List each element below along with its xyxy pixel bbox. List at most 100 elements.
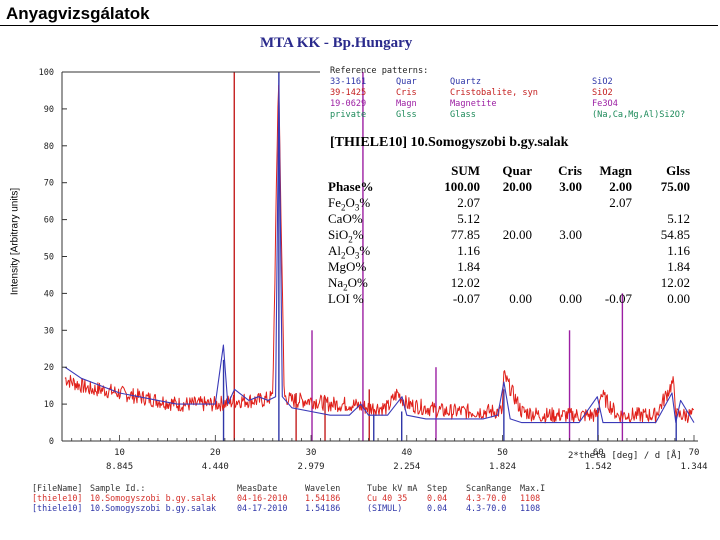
reference-abbr: Quar	[396, 77, 417, 87]
x-tick-d-label: 2.979	[298, 462, 325, 472]
phase-label: Phase%	[328, 179, 374, 194]
oxide-row: Al2O3% 1.16 1.16	[328, 243, 690, 261]
oxide-value	[532, 243, 582, 259]
axes	[61, 71, 698, 442]
oxide-label-part: Al	[328, 243, 341, 258]
y-tick-label: 0	[49, 437, 54, 447]
oxide-value: 1.84	[457, 259, 480, 274]
x-tick-label: 40	[401, 448, 412, 458]
reference-abbr: Glss	[396, 110, 417, 120]
reference-row: private Glss Glass (Na,Ca,Mg,Al)Si2O?	[330, 110, 720, 121]
oxide-value	[532, 195, 582, 211]
oxide-label-part: O	[345, 243, 355, 258]
oxide-label-part: 3	[354, 250, 360, 261]
y-tick-label: 100	[39, 68, 54, 78]
oxide-value: 54.85	[660, 227, 690, 242]
reference-row: 33-1161 Quar Quartz SiO2	[330, 77, 720, 88]
oxide-value: 0.00	[667, 291, 690, 306]
x-tick-label: 70	[689, 448, 700, 458]
scan-info-cell: 1.54186	[305, 493, 341, 503]
x-tick-d-label: 1.344	[680, 462, 707, 472]
oxide-label-part: LOI %	[328, 291, 364, 306]
oxide-label: Na2O%	[328, 275, 398, 292]
series-group	[64, 82, 695, 424]
series-line	[64, 82, 695, 424]
reference-heading: Reference patterns:	[330, 66, 429, 76]
x-tick-label: 50	[497, 448, 508, 458]
scan-info-cell: 1108	[520, 493, 541, 503]
reference-code: 39-1425	[330, 88, 367, 98]
reference-formula: Fe3O4	[592, 99, 618, 109]
phase-glss: 75.00	[660, 179, 690, 194]
oxide-label: SiO2%	[328, 227, 398, 244]
x-axis-label: 2*theta [deg] / d [Å]	[568, 449, 682, 461]
reference-patterns: Reference patterns: 33-1161 Quar Quartz SiO…	[330, 66, 720, 121]
oxide-row: Na2O% 12.02 12.02	[328, 275, 690, 292]
col-header: Cris	[558, 162, 582, 178]
phase-quar: 20.00	[502, 179, 532, 194]
oxide-value	[480, 275, 532, 291]
sample-title: [THIELE10] 10.Somogyszobi b.gy.salak	[330, 135, 569, 150]
scan-info-col-header: Tube kV mA	[367, 483, 418, 493]
oxide-value	[582, 275, 632, 291]
tick-labels: 0 10 20 30 40 50 60 70 80 90 100 10 8.845 20 4.440 30 2.…	[39, 68, 708, 472]
scan-info-col-header: Step	[427, 483, 448, 493]
oxide-label-part: O	[345, 195, 355, 210]
y-tick-label: 60	[44, 216, 54, 226]
phase-sum: 100.00	[444, 179, 480, 194]
oxide-value	[480, 243, 532, 259]
title-divider	[0, 25, 718, 26]
slide-title: Anyagvizsgálatok	[6, 4, 150, 23]
oxide-value	[532, 259, 582, 275]
reference-row: 39-1425 Cris Cristobalite, syn SiO2	[330, 88, 720, 99]
reference-code: private	[330, 110, 367, 120]
scan-info-cell: 1108	[520, 503, 541, 513]
reference-code: 19-0629	[330, 99, 367, 109]
y-tick-label: 30	[44, 326, 54, 336]
oxide-value: 1.16	[667, 243, 690, 258]
oxide-label: Al2O3%	[328, 243, 398, 261]
scan-info-cell: 0.04	[427, 503, 448, 513]
reference-code: 33-1161	[330, 77, 367, 87]
oxide-label-part: O%	[347, 275, 368, 290]
phase-table: SUM Quar Cris Magn Glss Phase% 100.00 20…	[328, 162, 690, 307]
oxide-value: 5.12	[457, 211, 480, 226]
oxide-row: CaO% 5.12 5.12	[328, 211, 690, 227]
oxide-label-part: Fe	[328, 195, 341, 210]
x-tick-d-label: 2.254	[393, 462, 420, 472]
scan-info-cell: 0.04	[427, 493, 448, 503]
phase-row: Phase% 100.00 20.00 3.00 2.00 75.00	[328, 179, 690, 195]
y-tick-label: 10	[44, 400, 54, 410]
reference-abbr: Magn	[396, 99, 417, 109]
oxide-label-part: Na	[328, 275, 344, 290]
y-tick-label: 20	[44, 363, 54, 373]
scan-info-col-header: Sample Id.:	[90, 483, 146, 493]
oxide-value: 20.00	[502, 227, 532, 242]
scan-info-col-header: [FileName]	[32, 483, 83, 493]
x-tick-d-label: 1.542	[585, 462, 612, 472]
scan-info-cell: [thiele10]	[32, 493, 83, 503]
scan-info-cell: 04-17-2010	[237, 503, 288, 513]
y-tick-label: 40	[44, 289, 54, 299]
x-tick-d-label: 4.440	[202, 462, 229, 472]
oxide-row: Fe2O3% 2.07 2.07	[328, 195, 690, 212]
oxide-value: 3.00	[559, 227, 582, 242]
oxide-value	[532, 211, 582, 227]
scan-info-cell: 4.3-70.0	[466, 493, 507, 503]
oxide-value: 0.00	[559, 291, 582, 306]
oxide-label-part: SiO	[328, 227, 349, 242]
oxide-value: -0.07	[604, 291, 632, 306]
oxide-value	[480, 211, 532, 227]
series-line	[64, 84, 695, 424]
y-tick-label: 90	[44, 105, 54, 115]
scan-info-col-header: MeasDate	[237, 483, 278, 493]
scan-info-cell: Cu 40 35	[367, 493, 408, 503]
reference-formula: (Na,Ca,Mg,Al)Si2O?	[592, 110, 686, 120]
oxide-value: 1.16	[457, 243, 480, 258]
scan-info-col-header: Wavelen	[305, 483, 341, 493]
oxide-value: 77.85	[450, 227, 480, 242]
oxide-value: 12.02	[450, 275, 480, 290]
phase-cris: 3.00	[559, 179, 582, 194]
oxide-label: MgO%	[328, 259, 398, 275]
